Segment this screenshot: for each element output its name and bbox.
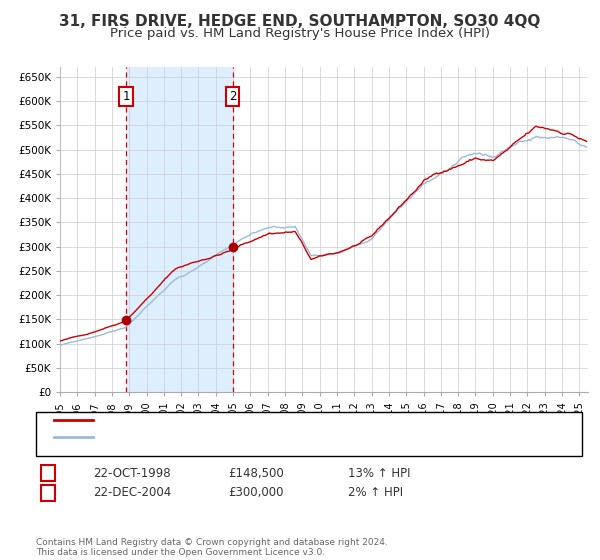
Text: 2% ↑ HPI: 2% ↑ HPI	[348, 486, 403, 500]
Text: Price paid vs. HM Land Registry's House Price Index (HPI): Price paid vs. HM Land Registry's House …	[110, 27, 490, 40]
Text: 31, FIRS DRIVE, HEDGE END, SOUTHAMPTON, SO30 4QQ: 31, FIRS DRIVE, HEDGE END, SOUTHAMPTON, …	[59, 14, 541, 29]
Text: 31, FIRS DRIVE, HEDGE END, SOUTHAMPTON, SO30 4QQ (detached house): 31, FIRS DRIVE, HEDGE END, SOUTHAMPTON, …	[99, 415, 489, 425]
Text: 2: 2	[44, 486, 52, 500]
Bar	[126, 67, 233, 392]
Text: £300,000: £300,000	[228, 486, 284, 500]
Text: 22-OCT-1998: 22-OCT-1998	[93, 466, 170, 480]
Text: £148,500: £148,500	[228, 466, 284, 480]
Text: 13% ↑ HPI: 13% ↑ HPI	[348, 466, 410, 480]
Text: 1: 1	[122, 90, 130, 103]
Text: Contains HM Land Registry data © Crown copyright and database right 2024.
This d: Contains HM Land Registry data © Crown c…	[36, 538, 388, 557]
Text: 1: 1	[44, 466, 52, 480]
Text: HPI: Average price, detached house, Eastleigh: HPI: Average price, detached house, East…	[99, 432, 340, 442]
Text: 22-DEC-2004: 22-DEC-2004	[93, 486, 171, 500]
Text: 2: 2	[229, 90, 236, 103]
